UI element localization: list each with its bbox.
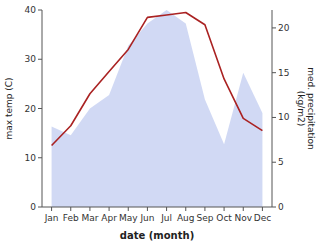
x-tick (147, 207, 148, 211)
y-tick-label: 20 (25, 104, 37, 114)
chart: 0 10 20 30 40 0 5 10 15 20 Jan FebMarAprMayJun Jul Au… (0, 0, 318, 245)
x-tick (128, 207, 129, 211)
x-tick-label: Aug (177, 213, 195, 223)
x-tick (51, 207, 52, 211)
y-tick-label: 40 (25, 5, 37, 15)
y-axis-label: max temp (C) (4, 77, 14, 139)
x-tick-label: Mar (81, 213, 98, 223)
x-tick-label: Nov (234, 213, 252, 223)
x-tick-label: May (119, 213, 138, 223)
x-tick (262, 207, 263, 211)
marks (52, 10, 263, 207)
x-tick (89, 207, 90, 211)
y2-tick (272, 72, 276, 73)
y2-axis-label-line: med. precipitation (306, 67, 316, 149)
x-tick (185, 207, 186, 211)
x-tick (166, 207, 167, 211)
y-tick (38, 10, 42, 11)
y2-tick-label: 10 (278, 112, 290, 122)
y2-tick-label: 5 (278, 157, 284, 167)
y2-tick (272, 117, 276, 118)
x-tick (109, 207, 110, 211)
x-tick (224, 207, 225, 211)
y-tick-label: 0 (30, 202, 36, 212)
y-tick-label: 10 (25, 153, 37, 163)
x-axis-label: date (month) (120, 230, 194, 241)
precipitation-area (52, 10, 263, 207)
x-tick (204, 207, 205, 211)
y-tick (38, 59, 42, 60)
x-tick-label: Dec (254, 213, 271, 223)
x-tick-label: Oct (216, 213, 232, 223)
y2-tick (272, 207, 276, 208)
y-tick (38, 157, 42, 158)
y2-tick-label: 20 (278, 23, 290, 33)
x-axis-line (42, 207, 272, 208)
y-tick (38, 108, 42, 109)
y2-tick (272, 162, 276, 163)
y2-axis-label: med. precipitation(kg/m2) (296, 67, 316, 149)
y2-axis-line (272, 10, 273, 207)
y2-tick (272, 27, 276, 28)
x-tick-label: Sep (196, 213, 213, 223)
x-tick-label: Apr (101, 213, 117, 223)
x-tick-label: Jul (160, 213, 172, 223)
x-tick-label: Feb (63, 213, 79, 223)
x-tick-label: Jun (139, 213, 154, 223)
x-tick (243, 207, 244, 211)
y-tick (38, 207, 42, 208)
x-tick (70, 207, 71, 211)
y2-axis-label-line: (kg/m2) (296, 91, 306, 126)
x-tick-label: Jan (44, 213, 59, 223)
y-tick-label: 30 (25, 54, 37, 64)
y2-tick-label: 0 (278, 202, 284, 212)
y2-tick-label: 15 (278, 68, 289, 78)
temperature-line (52, 12, 263, 145)
